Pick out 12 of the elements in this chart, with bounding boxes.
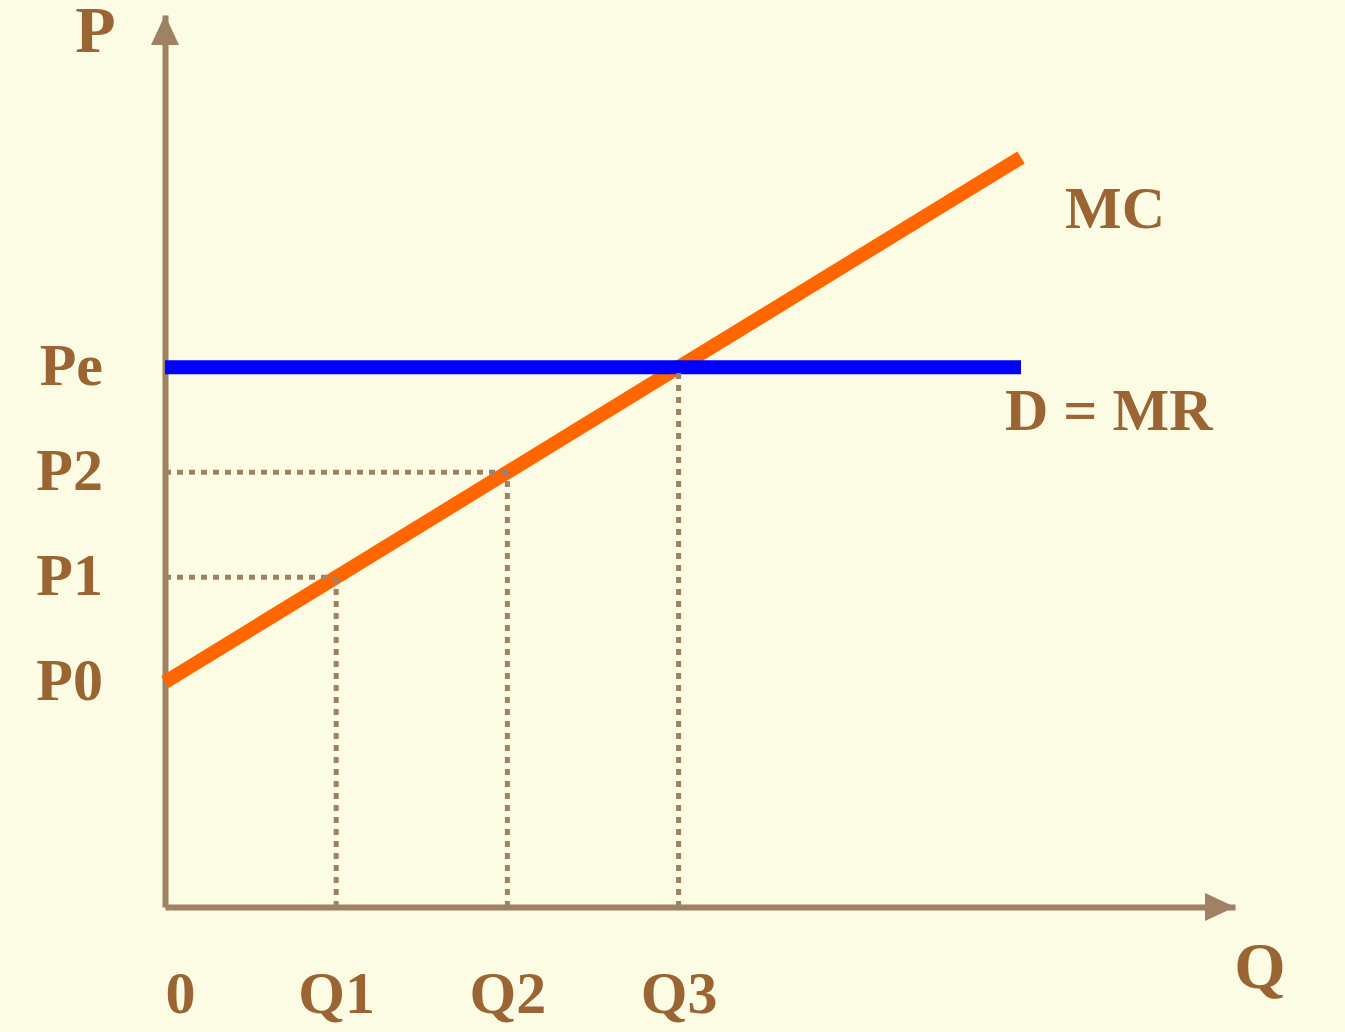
y-axis-title: P: [75, 0, 116, 66]
x-tick-label: 0: [165, 959, 196, 1026]
annotation: P1: [36, 542, 103, 609]
x-tick-label: Q1: [298, 959, 376, 1026]
x-tick-label: Q2: [469, 959, 547, 1026]
annotation: P2: [36, 437, 103, 504]
series-label: MC: [1065, 175, 1165, 242]
annotation: P0: [36, 647, 103, 714]
series-label: D = MR: [1005, 377, 1214, 444]
x-tick-label: Q3: [640, 959, 718, 1026]
x-axis-title: Q: [1234, 928, 1286, 1002]
annotation: Pe: [39, 332, 103, 399]
